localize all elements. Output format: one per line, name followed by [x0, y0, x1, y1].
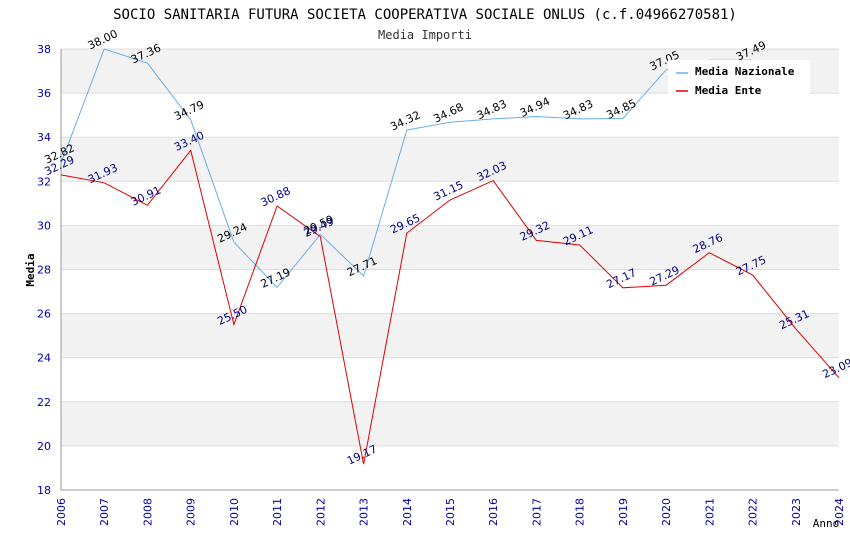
x-axis-label: Anno	[813, 517, 840, 530]
y-tick-label: 26	[37, 308, 51, 321]
x-tick-label: 2021	[703, 498, 716, 526]
legend: Media Nazionale Media Ente	[668, 60, 810, 97]
x-tick-label: 2014	[401, 498, 414, 526]
series-line-media-ente	[60, 149, 840, 465]
y-tick-labels: 18 20 22 24 26 28 30 32 34 36 38	[37, 43, 51, 497]
grid-band	[61, 269, 839, 314]
axes	[60, 49, 839, 491]
x-tick-label: 2017	[530, 498, 543, 526]
x-tick-label: 2023	[790, 498, 803, 526]
x-tick-label: 2020	[660, 498, 673, 526]
grid-band	[61, 357, 839, 402]
x-tick-label: 2016	[487, 498, 500, 526]
grid-band	[61, 93, 839, 138]
grid-band	[61, 225, 839, 270]
x-tick-label: 2006	[55, 498, 68, 526]
y-tick-label: 36	[37, 87, 51, 100]
y-tick-label: 22	[37, 396, 51, 409]
y-tick-label: 24	[37, 352, 51, 365]
y-tick-label: 34	[37, 131, 51, 144]
legend-label-media-nazionale: Media Nazionale	[695, 65, 795, 78]
y-tick-label: 38	[37, 43, 51, 56]
x-tick-label: 2022	[747, 498, 760, 526]
x-tick-label: 2018	[574, 498, 587, 526]
legend-label-media-ente: Media Ente	[695, 84, 762, 97]
y-tick-label: 30	[37, 219, 51, 232]
chart-subtitle: Media Importi	[378, 28, 472, 42]
x-tick-label: 2010	[228, 498, 241, 526]
y-tick-label: 28	[37, 264, 51, 277]
plot-background	[61, 49, 839, 490]
grid-band	[61, 313, 839, 358]
y-axis-label: Media	[24, 253, 37, 286]
x-tick-label: 2008	[141, 498, 154, 526]
x-tick-label: 2012	[314, 498, 327, 526]
grid-band	[61, 181, 839, 226]
x-tick-label: 2013	[358, 498, 371, 526]
series-line-media-nazionale	[60, 48, 753, 289]
y-tick-label: 32	[37, 175, 51, 188]
y-tick-label: 18	[37, 484, 51, 497]
grid-band	[61, 401, 839, 446]
y-tick-label: 20	[37, 440, 51, 453]
x-tick-label: 2011	[271, 498, 284, 526]
x-tick-label: 2007	[98, 498, 111, 526]
x-tick-label: 2009	[185, 498, 198, 526]
x-tick-label: 2015	[444, 498, 457, 526]
grid-band	[61, 137, 839, 182]
x-tick-label: 2019	[617, 498, 630, 526]
chart-title: SOCIO SANITARIA FUTURA SOCIETA COOPERATI…	[113, 7, 737, 23]
legend-box	[668, 60, 810, 96]
x-tick-labels: 2006 2007 2008 2009 2010 2011 2012 2013 2014 2015…	[55, 498, 846, 526]
x-tick-label: 2024	[833, 498, 846, 526]
series-lines	[60, 48, 840, 465]
grid-band	[61, 445, 839, 490]
